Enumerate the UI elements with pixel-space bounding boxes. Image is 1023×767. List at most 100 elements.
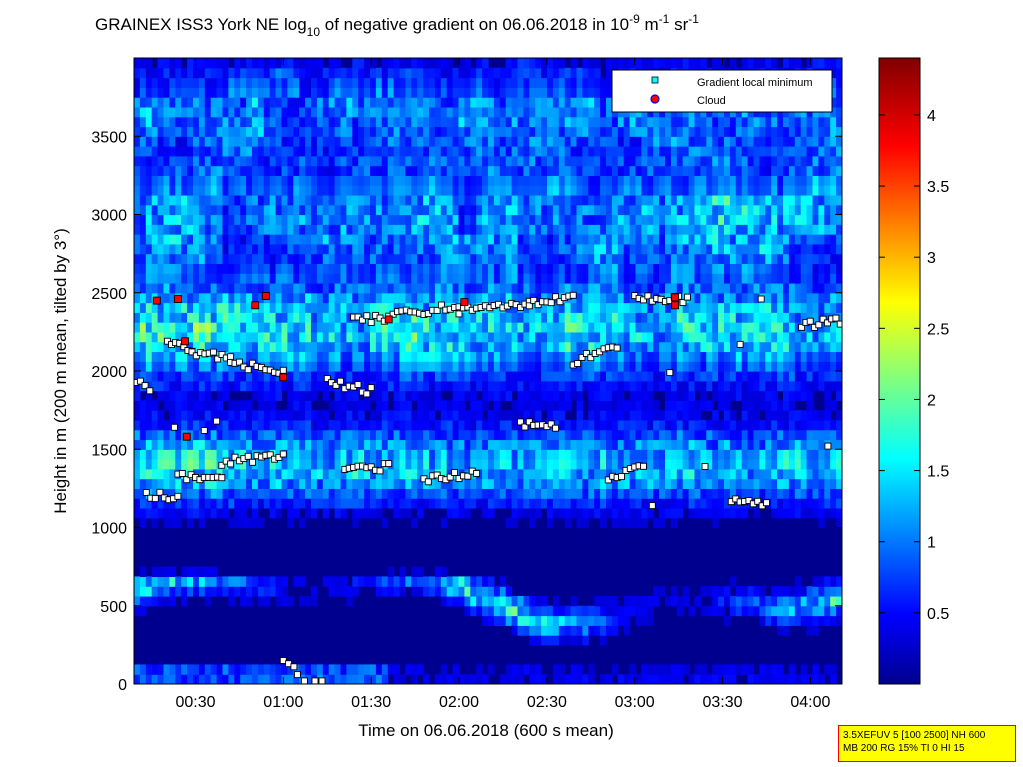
heatmap-cell (458, 175, 465, 186)
heatmap-cell (517, 175, 524, 186)
heatmap-cell (670, 595, 678, 607)
heatmap-cell (470, 273, 477, 284)
heatmap-cell (263, 175, 271, 186)
heatmap-cell (564, 419, 572, 431)
heatmap-cell (204, 478, 212, 489)
heatmap-cell (305, 146, 312, 157)
heatmap-cell (511, 273, 519, 284)
heatmap-cell (452, 106, 460, 118)
heatmap-cell (458, 58, 465, 69)
heatmap-cell (558, 419, 566, 431)
heatmap-cell (582, 380, 589, 392)
heatmap-cell (163, 478, 170, 489)
heatmap-cell (240, 380, 247, 392)
heatmap-cell (411, 175, 418, 186)
heatmap-cell (399, 566, 406, 578)
heatmap-cell (558, 116, 566, 128)
heatmap-cell (505, 498, 513, 509)
heatmap-cell (570, 507, 578, 519)
heatmap-cell (706, 400, 713, 411)
heatmap-cell (375, 263, 383, 274)
heatmap-cell (281, 87, 288, 98)
heatmap-cell (246, 586, 253, 597)
heatmap-cell (411, 302, 418, 313)
heatmap-cell (417, 136, 424, 147)
heatmap-cell (358, 273, 365, 284)
heatmap-cell (281, 576, 288, 587)
heatmap-cell (269, 478, 277, 489)
heatmap-cell (381, 664, 389, 675)
heatmap-cell (623, 605, 631, 617)
heatmap-cell (558, 371, 566, 382)
heatmap-cell (275, 185, 283, 196)
heatmap-cell (594, 322, 601, 333)
heatmap-cell (564, 331, 572, 343)
heatmap-cell (210, 234, 218, 245)
heatmap-cell (488, 507, 495, 519)
heatmap-cell (570, 605, 578, 617)
heatmap-cell (275, 322, 283, 333)
heatmap-cell (676, 380, 684, 392)
heatmap-cell (600, 97, 607, 108)
heatmap-cell (370, 302, 377, 313)
heatmap-cell (346, 282, 353, 294)
heatmap-cell (446, 419, 454, 431)
heatmap-cell (370, 224, 377, 235)
heatmap-cell (352, 322, 359, 333)
heatmap-cell (275, 58, 283, 69)
heatmap-cell (269, 507, 277, 519)
heatmap-cell (682, 263, 690, 274)
heatmap-cell (305, 478, 312, 489)
heatmap-cell (193, 185, 200, 196)
heatmap-cell (523, 263, 530, 274)
heatmap-cell (552, 429, 560, 441)
heatmap-cell (193, 204, 200, 216)
heatmap-cell (482, 155, 489, 167)
heatmap-cell (623, 478, 631, 489)
heatmap-cell (370, 204, 377, 216)
heatmap-cell (305, 116, 312, 128)
heatmap-cell (611, 429, 619, 441)
heatmap-cell (694, 459, 701, 470)
heatmap-cell (700, 498, 707, 509)
heatmap-cell (340, 214, 347, 225)
heatmap-cell (175, 87, 182, 98)
heatmap-cell (281, 165, 288, 176)
heatmap-cell (635, 410, 642, 421)
heatmap-cell (151, 586, 159, 597)
heatmap-cell (499, 243, 507, 255)
heatmap-cell (145, 175, 153, 186)
heatmap-cell (493, 429, 501, 441)
heatmap-cell (570, 371, 578, 382)
heatmap-cell (541, 194, 548, 206)
heatmap-cell (570, 459, 578, 470)
heatmap-cell (387, 155, 395, 167)
heatmap-cell (411, 243, 418, 255)
heatmap-cell (446, 586, 454, 597)
heatmap-cell (157, 194, 165, 206)
heatmap-cell (216, 449, 224, 460)
heatmap-cell (429, 498, 436, 509)
heatmap-cell (700, 116, 707, 128)
heatmap-cell (535, 331, 542, 343)
heatmap-cell (499, 194, 507, 206)
heatmap-cell (446, 439, 454, 450)
heatmap-cell (364, 67, 371, 79)
heatmap-cell (582, 341, 589, 353)
heatmap-cell (594, 361, 601, 372)
heatmap-cell (635, 302, 642, 313)
heatmap-cell (151, 498, 159, 509)
heatmap-cell (393, 175, 401, 186)
heatmap-cell (517, 322, 524, 333)
heatmap-cell (670, 478, 678, 489)
heatmap-cell (393, 224, 401, 235)
heatmap-cell (464, 410, 471, 421)
heatmap-cell (665, 263, 672, 274)
heatmap-cell (293, 449, 300, 460)
heatmap-cell (470, 478, 477, 489)
heatmap-cell (529, 449, 536, 460)
heatmap-cell (311, 146, 318, 157)
heatmap-cell (139, 67, 147, 79)
heatmap-cell (700, 322, 707, 333)
heatmap-cell (139, 253, 147, 265)
